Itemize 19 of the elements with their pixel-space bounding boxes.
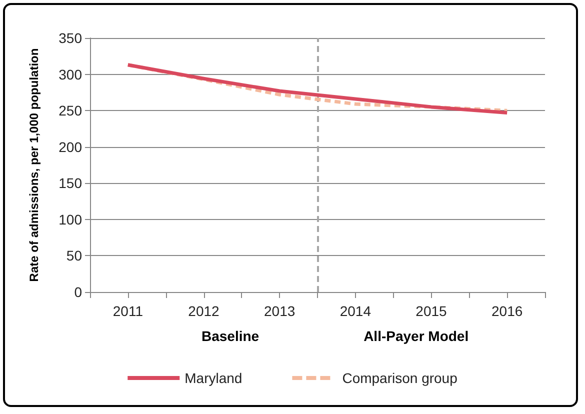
legend-label: Comparison group [342, 370, 458, 386]
y-axis-title: Rate of admissions, per 1,000 population [27, 48, 41, 282]
text: All-Payer Model [364, 328, 469, 344]
x-tick-label: 2014 [340, 303, 372, 319]
x-tick-label: 2015 [416, 303, 448, 319]
legend-label: Maryland [184, 370, 242, 386]
y-tick-label: 100 [58, 211, 82, 228]
y-tick-label: 250 [58, 102, 82, 119]
x-tick-label: 2016 [492, 303, 523, 319]
y-tick-label: 150 [58, 175, 82, 192]
x-tick-label: 2011 [112, 303, 144, 319]
y-tick-label: 0 [74, 284, 82, 300]
y-tick-label: 200 [58, 138, 82, 155]
y-tick-label: 350 [58, 30, 82, 46]
x-tick-label: 2013 [264, 303, 296, 319]
y-tick-label: 50 [66, 248, 82, 264]
x-tick-label: 2012 [188, 303, 220, 319]
y-tick-label: 300 [58, 66, 82, 82]
text: Baseline [201, 328, 260, 344]
